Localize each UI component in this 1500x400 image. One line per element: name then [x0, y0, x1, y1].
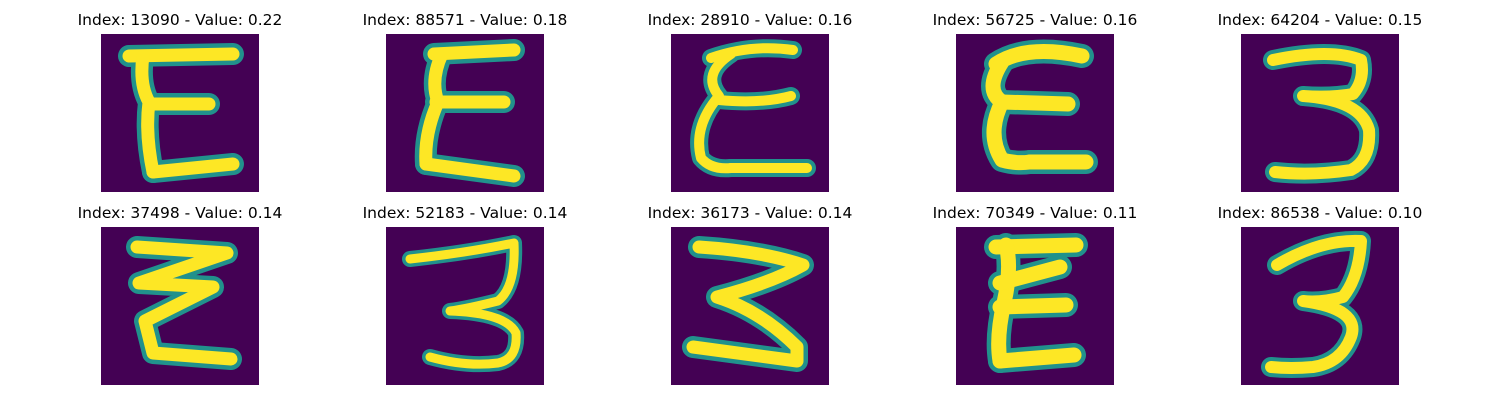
digit-image-3 [1241, 34, 1399, 192]
digit-image-E [956, 227, 1114, 385]
digit-image-3 [1241, 227, 1399, 385]
panel-title: Index: 13090 - Value: 0.22 [77, 11, 283, 29]
panel-4: Index: 56725 - Value: 0.16 [905, 10, 1165, 192]
panel-title: Index: 37498 - Value: 0.14 [77, 204, 283, 222]
digit-image-E [386, 34, 544, 192]
digit-image-E [956, 34, 1114, 192]
panel-5: Index: 64204 - Value: 0.15 [1190, 10, 1450, 192]
panel-title: Index: 70349 - Value: 0.11 [932, 204, 1138, 222]
panel-title: Index: 56725 - Value: 0.16 [932, 11, 1138, 29]
panel-title: Index: 36173 - Value: 0.14 [647, 204, 853, 222]
panel-10: Index: 86538 - Value: 0.10 [1190, 203, 1450, 385]
panel-7: Index: 52183 - Value: 0.14 [335, 203, 595, 385]
panel-3: Index: 28910 - Value: 0.16 [620, 10, 880, 192]
digit-image-E [671, 34, 829, 192]
digit-image-zigzag [101, 227, 259, 385]
panel-title: Index: 52183 - Value: 0.14 [362, 204, 568, 222]
digit-image-3 [386, 227, 544, 385]
panel-title: Index: 28910 - Value: 0.16 [647, 11, 853, 29]
panel-6: Index: 37498 - Value: 0.14 [50, 203, 310, 385]
panel-8: Index: 36173 - Value: 0.14 [620, 203, 880, 385]
digit-image-zigzag [671, 227, 829, 385]
panel-9: Index: 70349 - Value: 0.11 [905, 203, 1165, 385]
panel-2: Index: 88571 - Value: 0.18 [335, 10, 595, 192]
panel-title: Index: 88571 - Value: 0.18 [362, 11, 568, 29]
panel-1: Index: 13090 - Value: 0.22 [50, 10, 310, 192]
digit-image-E [101, 34, 259, 192]
panel-title: Index: 64204 - Value: 0.15 [1217, 11, 1423, 29]
panel-title: Index: 86538 - Value: 0.10 [1217, 204, 1423, 222]
